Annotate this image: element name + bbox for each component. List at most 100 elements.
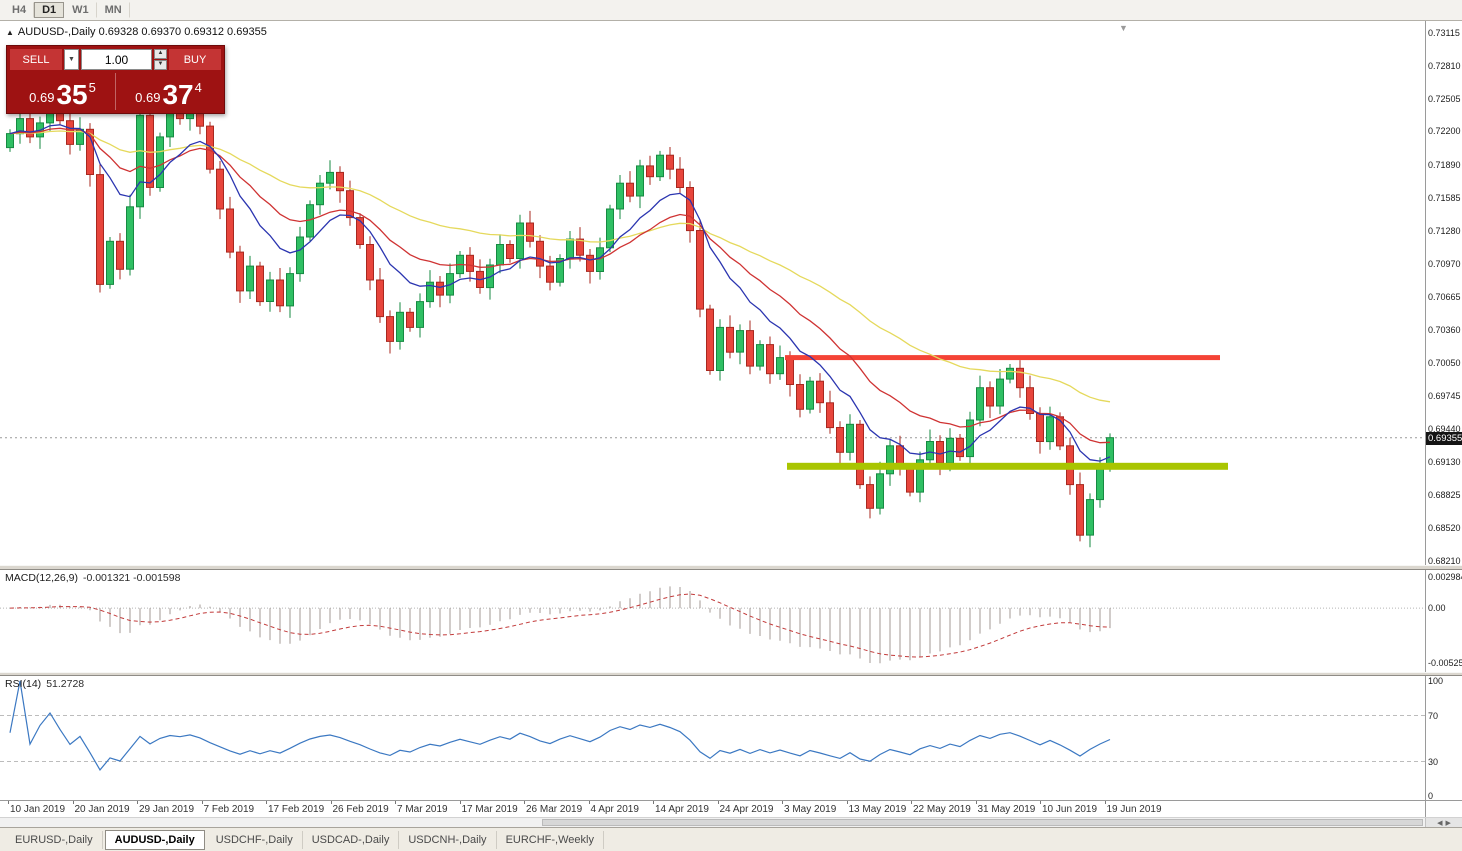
price-axis-label: 0.73115 bbox=[1428, 28, 1460, 38]
buy-price-pip: 4 bbox=[194, 80, 202, 95]
macd-indicator-label: MACD(12,26,9) -0.001321 -0.001598 bbox=[5, 572, 180, 584]
macd-axis-label: 0.002984 bbox=[1428, 572, 1462, 582]
timeframe-button-w1[interactable]: W1 bbox=[64, 2, 97, 18]
ma-45-line bbox=[9, 130, 1111, 403]
macd-histogram bbox=[19, 586, 1111, 664]
date-axis-label: 26 Mar 2019 bbox=[526, 804, 583, 815]
chart-tab-usdcnh[interactable]: USDCNH-,Daily bbox=[399, 830, 497, 849]
price-axis-label: 0.68825 bbox=[1428, 489, 1461, 500]
date-tick bbox=[395, 801, 396, 804]
date-axis-label: 17 Feb 2019 bbox=[268, 804, 325, 815]
date-tick bbox=[137, 801, 138, 804]
rsi-axis-label: 70 bbox=[1428, 710, 1439, 721]
panel-splitter[interactable] bbox=[0, 672, 1462, 676]
date-tick bbox=[846, 801, 848, 804]
chart-tab-bar: EURUSD-,Daily AUDUSD-,Daily USDCHF-,Daily U… bbox=[0, 827, 1462, 851]
price-chart-canvas[interactable] bbox=[0, 21, 1425, 565]
scrollbar-track[interactable] bbox=[0, 818, 1425, 827]
price-axis-label: 0.72505 bbox=[1428, 93, 1461, 104]
horizontal-scrollbar: ◀ ▶ bbox=[0, 817, 1462, 827]
timeframe-toolbar: H4 D1 W1 MN bbox=[0, 0, 1462, 21]
date-axis-label: 19 Jun 2019 bbox=[1106, 804, 1162, 815]
sell-price-display[interactable]: 0.69 35 5 bbox=[10, 73, 116, 110]
macd-axis-label: 0.00 bbox=[1428, 603, 1446, 614]
scroll-left-icon[interactable]: ◀ bbox=[1437, 819, 1443, 827]
date-axis[interactable]: 10 Jan 2019 20 Jan 2019 29 Jan 2019 7 Feb 2… bbox=[0, 801, 1425, 817]
date-axis-label: 14 Apr 2019 bbox=[655, 804, 709, 815]
current-price-badge: 0.69355 bbox=[1426, 432, 1462, 445]
date-tick bbox=[72, 801, 74, 804]
rsi-indicator-label: RSI(14) 51.2728 bbox=[5, 678, 84, 690]
price-axis-label: 0.69440 bbox=[1428, 423, 1461, 434]
price-axis[interactable]: 0.69355 0.73115 0.72810 0.72505 0.72200 0.71… bbox=[1425, 21, 1462, 565]
macd-axis: 0.002984 0.00 -0.005256 bbox=[1425, 570, 1462, 672]
price-axis-label: 0.69745 bbox=[1428, 390, 1461, 401]
buy-price-prefix: 0.69 bbox=[135, 90, 161, 105]
date-tick bbox=[1104, 801, 1106, 804]
rsi-canvas[interactable] bbox=[0, 676, 1425, 800]
volume-stepper: ▲ ▼ bbox=[154, 49, 167, 70]
resistance-line[interactable] bbox=[785, 355, 1220, 361]
sell-button[interactable]: SELL bbox=[10, 49, 62, 70]
price-axis-label: 0.71585 bbox=[1428, 192, 1461, 203]
support-line[interactable] bbox=[787, 462, 1228, 470]
macd-canvas[interactable] bbox=[0, 570, 1425, 672]
rsi-name: RSI(14) bbox=[5, 678, 42, 690]
price-axis-label: 0.70970 bbox=[1428, 258, 1461, 269]
date-axis-label: 17 Mar 2019 bbox=[461, 804, 518, 815]
price-axis-label: 0.70360 bbox=[1428, 324, 1461, 335]
buy-price-display[interactable]: 0.69 37 4 bbox=[116, 73, 221, 110]
scrollbar-corner: ◀ ▶ bbox=[1425, 818, 1462, 827]
chart-tab-usdchf[interactable]: USDCHF-,Daily bbox=[207, 830, 303, 849]
date-axis-row: 10 Jan 2019 20 Jan 2019 29 Jan 2019 7 Feb 2… bbox=[0, 800, 1462, 817]
date-tick bbox=[975, 801, 977, 804]
timeframe-button-h4[interactable]: H4 bbox=[4, 2, 35, 18]
lot-size-dropdown[interactable]: ▼ bbox=[64, 49, 79, 70]
date-tick bbox=[330, 801, 332, 804]
sell-price-big: 35 bbox=[56, 79, 88, 110]
macd-axis-label: -0.005256 bbox=[1428, 658, 1462, 668]
chart-shift-marker-icon[interactable]: ▼ bbox=[1119, 23, 1128, 33]
date-tick bbox=[782, 801, 783, 804]
chart-tab-eurusd[interactable]: EURUSD-,Daily bbox=[6, 830, 103, 849]
date-axis-label: 29 Jan 2019 bbox=[139, 804, 195, 815]
date-tick bbox=[588, 801, 590, 804]
panel-splitter[interactable] bbox=[0, 565, 1462, 570]
buy-button[interactable]: BUY bbox=[169, 49, 221, 70]
rsi-value: 51.2728 bbox=[46, 678, 85, 690]
price-axis-label: 0.71280 bbox=[1428, 225, 1461, 236]
scrollbar-thumb[interactable] bbox=[541, 819, 1423, 826]
price-axis-label: 0.71890 bbox=[1428, 159, 1461, 170]
price-axis-label: 0.72810 bbox=[1428, 60, 1461, 71]
rsi-panel: RSI(14) 51.2728 100 70 30 0 bbox=[0, 676, 1462, 800]
sell-price-pip: 5 bbox=[88, 80, 96, 95]
price-axis-label: 0.68210 bbox=[1428, 556, 1461, 565]
timeframe-button-d1[interactable]: D1 bbox=[34, 2, 65, 18]
chart-tab-usdcad[interactable]: USDCAD-,Daily bbox=[303, 830, 400, 849]
scroll-right-icon[interactable]: ▶ bbox=[1445, 819, 1451, 827]
date-axis-label: 26 Feb 2019 bbox=[332, 804, 389, 815]
macd-plot: MACD(12,26,9) -0.001321 -0.001598 bbox=[0, 570, 1425, 672]
date-axis-label: 7 Mar 2019 bbox=[397, 804, 448, 815]
date-axis-label: 10 Jan 2019 bbox=[10, 804, 66, 815]
price-chart-plot: ▲ AUDUSD-,Daily 0.69328 0.69370 0.69312 … bbox=[0, 21, 1425, 565]
chart-tab-eurchf[interactable]: EURCHF-,Weekly bbox=[497, 830, 604, 849]
date-axis-label: 3 May 2019 bbox=[784, 804, 837, 815]
date-tick bbox=[8, 801, 9, 804]
volume-decrease-button[interactable]: ▼ bbox=[154, 60, 167, 70]
volume-input[interactable] bbox=[81, 49, 152, 70]
date-axis-label: 13 May 2019 bbox=[848, 804, 907, 815]
timeframe-button-mn[interactable]: MN bbox=[97, 2, 130, 18]
macd-panel: MACD(12,26,9) -0.001321 -0.001598 0.00298… bbox=[0, 570, 1462, 672]
chart-tab-audusd[interactable]: AUDUSD-,Daily bbox=[104, 829, 205, 850]
date-axis-label: 20 Jan 2019 bbox=[74, 804, 130, 815]
chart-ohlc-header: ▲ AUDUSD-,Daily 0.69328 0.69370 0.69312 … bbox=[6, 26, 267, 38]
date-tick bbox=[266, 801, 267, 804]
volume-increase-button[interactable]: ▲ bbox=[154, 49, 167, 59]
chevron-down-icon: ▼ bbox=[68, 56, 75, 63]
date-axis-label: 7 Feb 2019 bbox=[203, 804, 255, 815]
rsi-line bbox=[9, 680, 1111, 771]
macd-name: MACD(12,26,9) bbox=[5, 572, 78, 584]
date-tick bbox=[459, 801, 461, 804]
